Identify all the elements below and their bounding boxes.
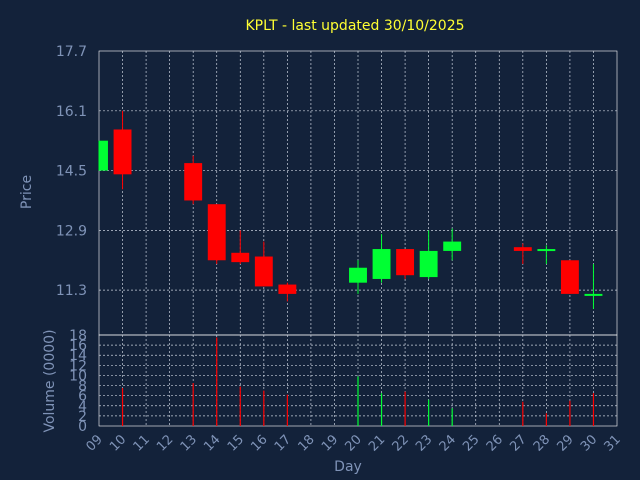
candle-body [443, 241, 462, 251]
day-tick-labels: 09 10 11 12 13 14 15 16 17 18 19 20 21 22 23 24 25 26 27 28… [84, 432, 624, 454]
day-tick-label: 29 [554, 432, 576, 454]
price-tick-label: 12.9 [56, 223, 87, 239]
volume-tick-label: 4 [78, 399, 87, 415]
candle [98, 140, 108, 171]
day-tick-label: 28 [531, 432, 553, 454]
day-tick-label: 09 [84, 432, 106, 454]
candle [396, 249, 415, 279]
candle-body [513, 247, 532, 251]
candle [560, 260, 579, 294]
day-tick-label: 11 [131, 432, 153, 454]
candle-body [113, 129, 132, 175]
day-tick-label: 17 [272, 432, 294, 454]
candle [513, 243, 532, 264]
candle [584, 264, 603, 309]
volume-tick-label: 10 [69, 368, 87, 384]
day-tick-label: 30 [578, 432, 600, 454]
volume-tick-label: 16 [69, 338, 87, 354]
day-tick-label: 26 [484, 432, 506, 454]
volume-tick-label: 12 [69, 358, 87, 374]
candle-body [537, 249, 556, 252]
candle [372, 234, 391, 283]
day-tick-label: 19 [319, 432, 341, 454]
candle [207, 204, 226, 264]
candle-body [396, 249, 415, 276]
price-tick-label: 11.3 [56, 283, 87, 299]
day-tick-label: 27 [507, 432, 529, 454]
chart-title: KPLT - last updated 30/10/2025 [245, 18, 464, 34]
candles [98, 110, 603, 309]
day-tick-label: 20 [343, 432, 365, 454]
day-tick-label: 12 [154, 432, 176, 454]
volume-tick-label: 18 [69, 328, 87, 344]
volume-axis-label: Volume (0000) [42, 329, 58, 432]
day-axis-label: Day [334, 459, 362, 475]
candle-body [372, 249, 391, 279]
candle [278, 282, 297, 302]
day-tick-label: 16 [248, 432, 270, 454]
candle-body [184, 163, 203, 201]
candle [184, 155, 203, 205]
volume-tick-label: 2 [78, 409, 87, 425]
day-tick-label: 25 [460, 432, 482, 454]
volume-tick-label: 6 [78, 389, 87, 405]
candle-body [349, 267, 367, 283]
day-tick-label: 18 [295, 432, 317, 454]
volume-tick-label: 14 [69, 348, 87, 364]
candle-body [99, 140, 108, 171]
price-axis-label: Price [19, 175, 35, 209]
day-tick-label: 10 [107, 432, 129, 454]
candle [537, 245, 556, 264]
day-tick-label: 31 [602, 432, 624, 454]
day-tick-label: 15 [225, 432, 247, 454]
candle-body [207, 204, 226, 261]
day-tick-label: 23 [413, 432, 435, 454]
candle-body [419, 250, 438, 278]
candle-body [254, 256, 273, 287]
day-tick-label: 21 [366, 432, 388, 454]
day-tick-label: 14 [201, 432, 223, 454]
volume-bars [121, 337, 595, 426]
candle [443, 228, 462, 261]
candle [254, 241, 273, 287]
volume-tick-label: 8 [78, 379, 87, 395]
price-tick-labels: 11.3 12.9 14.5 16.1 17.7 [56, 44, 87, 299]
candle [231, 230, 250, 264]
candle [349, 260, 367, 294]
candle-body [584, 293, 603, 296]
price-tick-label: 14.5 [56, 164, 87, 180]
candle-body [278, 284, 297, 294]
day-tick-label: 24 [437, 432, 459, 454]
candle-body [560, 260, 579, 294]
volume-tick-label: 0 [78, 419, 87, 435]
price-tick-label: 17.7 [56, 44, 87, 60]
day-tick-label: 13 [178, 432, 200, 454]
price-tick-label: 16.1 [56, 104, 87, 120]
day-tick-label: 22 [390, 432, 412, 454]
candle [419, 230, 438, 279]
candle-body [231, 252, 250, 263]
candle [113, 110, 132, 190]
